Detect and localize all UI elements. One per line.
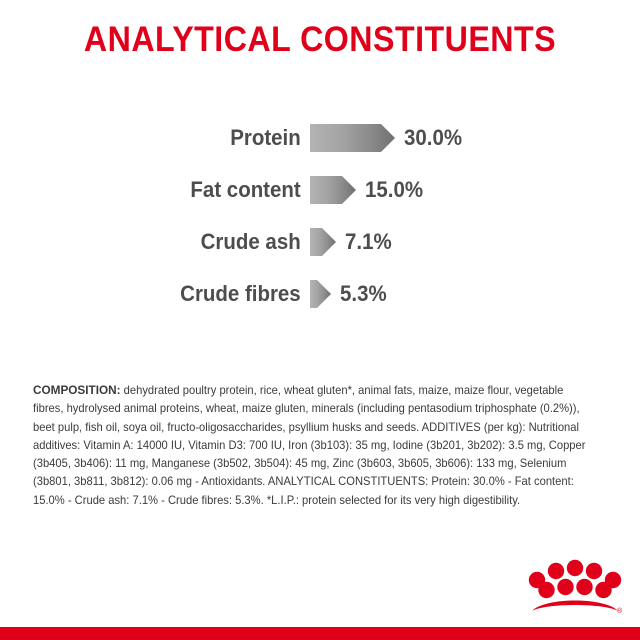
bar-label-protein: Protein [230, 125, 301, 150]
bar-label-crude-fibres: Crude fibres [180, 281, 301, 306]
registered-mark: ® [617, 607, 623, 615]
royal-canin-crown-logo: ® [527, 557, 623, 619]
composition-heading: COMPOSITION: [33, 383, 121, 397]
bar-shape-crude-fibres [310, 280, 331, 308]
bar-wrap-fat-content: 15.0% [310, 176, 427, 204]
bar-label-crude-ash: Crude ash [200, 229, 301, 254]
table-row: Crude ash 7.1% [0, 216, 640, 268]
bar-wrap-protein: 30.0% [310, 124, 466, 152]
table-row: Protein 30.0% [0, 112, 640, 164]
bar-wrap-crude-ash: 7.1% [310, 228, 395, 256]
bar-shape-fat-content [310, 176, 356, 204]
analytical-constituents-chart: Protein 30.0% Fat content 15.0% Crude as… [0, 112, 640, 320]
bar-shape-crude-ash [310, 228, 336, 256]
bar-shape-protein [310, 124, 395, 152]
composition-body: dehydrated poultry protein, rice, wheat … [33, 384, 586, 507]
table-row: Fat content 15.0% [0, 164, 640, 216]
composition-paragraph: COMPOSITION: dehydrated poultry protein,… [33, 381, 591, 510]
crown-icon: ® [528, 559, 623, 615]
page-title: ANALYTICAL CONSTITUENTS [83, 20, 557, 59]
bar-value-crude-fibres: 5.3% [340, 281, 387, 306]
bar-wrap-crude-fibres: 5.3% [310, 280, 390, 308]
bottom-accent-bar [0, 627, 640, 640]
bar-value-crude-ash: 7.1% [345, 229, 392, 254]
bar-value-protein: 30.0% [404, 125, 463, 150]
bar-label-fat-content: Fat content [190, 177, 301, 202]
bar-value-fat-content: 15.0% [365, 177, 424, 202]
table-row: Crude fibres 5.3% [0, 268, 640, 320]
